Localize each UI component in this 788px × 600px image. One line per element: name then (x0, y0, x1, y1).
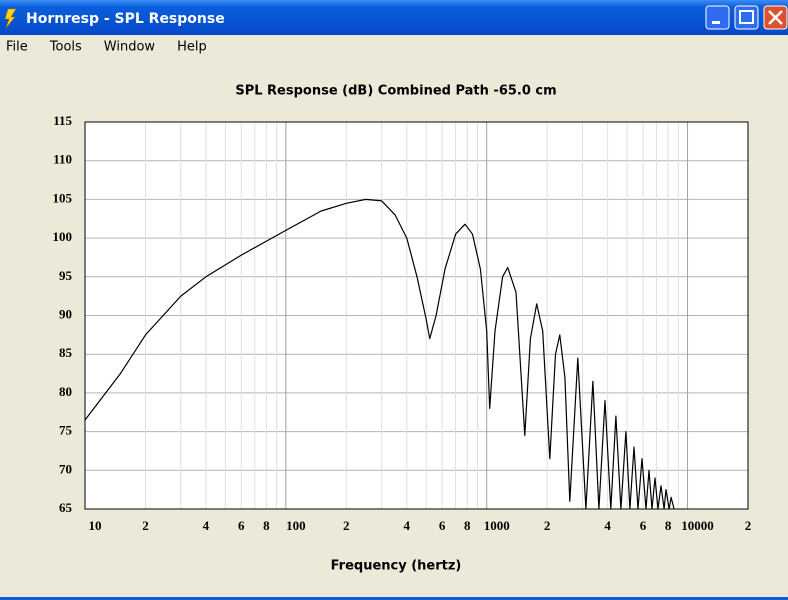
x-tick-label: 2 (745, 518, 752, 533)
x-tick-label: 8 (464, 518, 471, 533)
x-tick-label: 6 (439, 518, 446, 533)
menu-bar (0, 35, 788, 58)
x-tick-label: 4 (203, 518, 210, 533)
x-tick-label: 2 (544, 518, 551, 533)
spl-curve (85, 198, 675, 509)
plot-border (84, 121, 749, 510)
x-tick-label: 6 (640, 518, 647, 533)
y-tick-label: 90 (59, 306, 72, 321)
y-tick-label: 100 (53, 229, 73, 244)
menu-item[interactable]: Window (104, 40, 156, 55)
y-tick-label: 110 (53, 152, 72, 167)
maximize-button[interactable] (734, 5, 759, 30)
window-border (0, 597, 788, 600)
y-tick-label: 80 (59, 384, 72, 399)
window-title: Hornresp - SPL Response (26, 11, 225, 27)
x-tick-label: 8 (263, 518, 270, 533)
x-tick-label: 10000 (681, 518, 714, 533)
y-tick-label: 65 (59, 500, 73, 515)
y-tick-label: 105 (53, 190, 73, 205)
x-tick-label: 4 (404, 518, 411, 533)
y-tick-label: 85 (59, 345, 73, 360)
x-tick-label: 10 (89, 518, 102, 533)
y-tick-label: 115 (53, 113, 72, 128)
x-tick-label: 2 (142, 518, 149, 533)
x-tick-label: 1000 (484, 518, 510, 533)
menu-item[interactable]: Help (177, 40, 207, 55)
menu-item[interactable]: Tools (49, 40, 82, 55)
x-tick-label: 4 (604, 518, 611, 533)
title-bar (0, 0, 788, 35)
app-icon (4, 8, 17, 29)
x-tick-label: 6 (238, 518, 245, 533)
x-tick-label: 100 (286, 518, 306, 533)
x-tick-label: 8 (665, 518, 672, 533)
minimize-button[interactable] (705, 5, 730, 30)
close-button[interactable] (763, 5, 788, 30)
y-tick-label: 75 (59, 423, 73, 438)
chart-title: SPL Response (dB) Combined Path -65.0 cm (235, 84, 556, 99)
x-tick-label: 2 (343, 518, 350, 533)
y-tick-label: 95 (59, 268, 73, 283)
y-tick-label: 70 (59, 461, 72, 476)
menu-item[interactable]: File (6, 40, 28, 55)
x-axis-label: Frequency (hertz) (331, 559, 462, 574)
